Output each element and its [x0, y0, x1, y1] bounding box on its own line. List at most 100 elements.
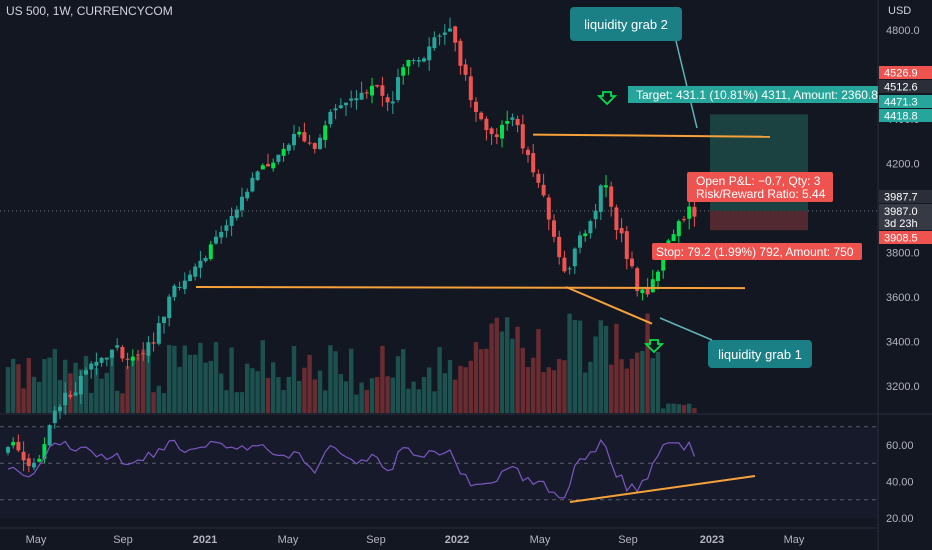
volume-bar [135, 356, 141, 413]
candle-body [6, 447, 10, 453]
volume-bar [219, 373, 224, 413]
volume-bar [141, 349, 146, 413]
tag-countdown: 3d 23h [884, 218, 918, 230]
volume-bar [557, 358, 562, 413]
volume-bar [546, 367, 551, 413]
candle-body [151, 342, 156, 344]
candle-body [182, 280, 187, 290]
volume-bar [505, 317, 510, 413]
volume-bar [99, 378, 104, 413]
volume-bar [52, 348, 57, 413]
volume-bar [588, 361, 593, 413]
volume-bar [468, 360, 473, 413]
volume-bar [629, 358, 635, 413]
volume-bar [177, 366, 182, 413]
candle-body [21, 451, 26, 461]
candle-body [541, 184, 546, 196]
volume-bar [94, 367, 99, 413]
candle-body [84, 370, 88, 375]
callout-grab1-text: liquidity grab 1 [718, 347, 802, 362]
volume-bar [463, 367, 468, 413]
candle-body [73, 392, 78, 396]
volume-bar [551, 370, 557, 413]
volume-bar [572, 319, 577, 413]
candle-body [645, 287, 650, 295]
candle-body [292, 133, 296, 146]
candle-body [489, 128, 494, 135]
candle-body [302, 132, 307, 142]
candle-body [125, 358, 130, 360]
volume-bar [239, 392, 245, 413]
candle-body [240, 196, 244, 211]
candle-body [583, 233, 588, 237]
volume-bar [333, 351, 338, 413]
candle-body [416, 60, 421, 62]
candle-body [474, 101, 478, 113]
candle-body [156, 323, 161, 344]
volume-bar [567, 313, 572, 413]
candle-body [411, 60, 416, 62]
candle-body [52, 410, 57, 424]
candle-body [130, 356, 135, 361]
volume-bar [577, 320, 583, 413]
volume-bar [510, 338, 515, 413]
volume-bar [432, 391, 437, 413]
candle-body [682, 219, 686, 221]
volume-bar [317, 370, 323, 413]
volume-bar [406, 388, 411, 413]
volume-bar [541, 372, 546, 413]
candle-body [614, 207, 619, 231]
volume-bar [525, 367, 531, 413]
candle-body [141, 353, 146, 355]
volume-bar [338, 374, 343, 413]
candle-body [354, 98, 359, 101]
time-tick: 2023 [700, 534, 724, 546]
tag-4512-bg [879, 80, 932, 93]
price-tick: 4800.0 [886, 25, 920, 37]
volume-bar [271, 362, 276, 413]
candle-body [286, 144, 291, 151]
candle-body [162, 316, 166, 323]
candle-body [598, 185, 603, 212]
resistance-line [532, 133, 771, 138]
volume-bar [47, 357, 52, 413]
candle-body [624, 231, 629, 259]
volume-bar [661, 408, 666, 413]
candle-body [177, 286, 182, 288]
volume-bar [458, 365, 463, 413]
volume-bar [245, 363, 250, 413]
candle-body [604, 185, 608, 188]
candle-body [58, 406, 62, 411]
stop-label: Stop: 79.2 (1.99%) 792, Amount: 750 [656, 245, 854, 259]
candle-body [89, 363, 94, 370]
currency-label: USD [888, 5, 911, 17]
volume-bar [687, 403, 692, 413]
tag-current-bg [879, 204, 932, 230]
callout-grab1-box [708, 340, 812, 368]
candle-body [16, 441, 21, 451]
candle-body [94, 361, 99, 366]
volume-bar [260, 340, 265, 413]
volume-bar [250, 368, 255, 413]
volume-bar [562, 360, 567, 413]
volume-bar [37, 381, 42, 413]
volume-bar [297, 380, 302, 413]
candle-body [229, 215, 234, 226]
volume-bar [156, 385, 161, 413]
candle-body [630, 258, 634, 267]
candle-body [115, 345, 120, 348]
volume-bar [276, 377, 281, 413]
candle-body [333, 108, 338, 111]
volume-bar [193, 354, 198, 413]
volume-bar [531, 357, 536, 413]
volume-bar [57, 380, 63, 413]
volume-bar [635, 352, 640, 413]
rsi-trendline [569, 475, 756, 503]
tag-4418-bg [879, 109, 932, 122]
volume-bar [146, 353, 151, 413]
volume-bar [583, 372, 588, 413]
candle-body [484, 118, 489, 130]
candle-body [99, 357, 104, 363]
volume-bar [343, 381, 349, 413]
